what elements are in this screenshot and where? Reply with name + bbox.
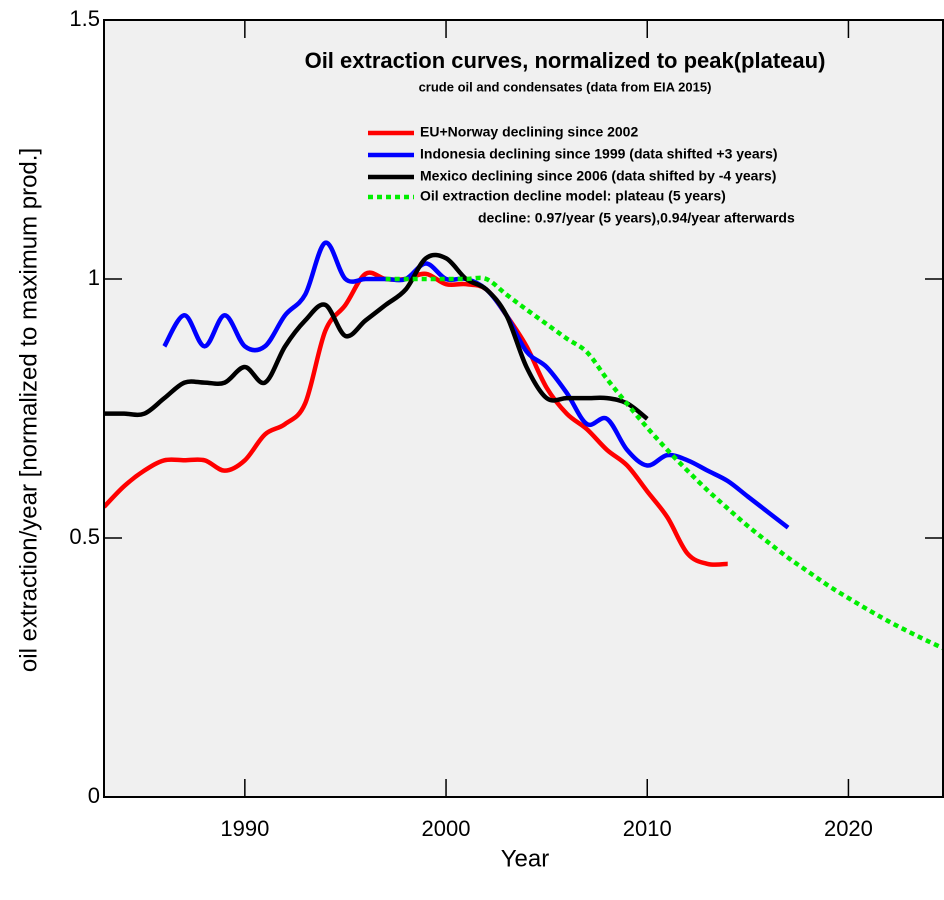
y-tick-label: 0.5	[69, 524, 100, 549]
x-tick-label: 2020	[824, 816, 873, 841]
legend-label: EU+Norway declining since 2002	[420, 124, 638, 140]
lines	[104, 240, 944, 652]
legend-note: decline: 0.97/year (5 years),0.94/year a…	[478, 210, 795, 226]
legend-label: Indonesia declining since 1999 (data shi…	[420, 146, 778, 162]
x-tick-label: 2010	[623, 816, 672, 841]
legend-label: Oil extraction decline model: plateau (5…	[420, 188, 726, 204]
chart-subtitle: crude oil and condensates (data from EIA…	[419, 79, 712, 94]
x-axis-label: Year	[501, 845, 550, 872]
y-tick-label: 0	[88, 783, 100, 808]
legend-label: Mexico declining since 2006 (data shifte…	[420, 168, 776, 184]
y-tick-label: 1.5	[69, 6, 100, 31]
y-tick-label: 1	[88, 265, 100, 290]
y-axis-label: oil extraction/year [normalized to maxim…	[15, 148, 42, 672]
plot-frame	[103, 19, 944, 798]
series-line	[104, 252, 649, 421]
chart-title: Oil extraction curves, normalized to pea…	[305, 48, 826, 73]
x-tick-label: 1990	[220, 816, 269, 841]
x-tick-label: 2000	[422, 816, 471, 841]
series-line	[385, 275, 944, 652]
plot-area	[104, 20, 943, 797]
